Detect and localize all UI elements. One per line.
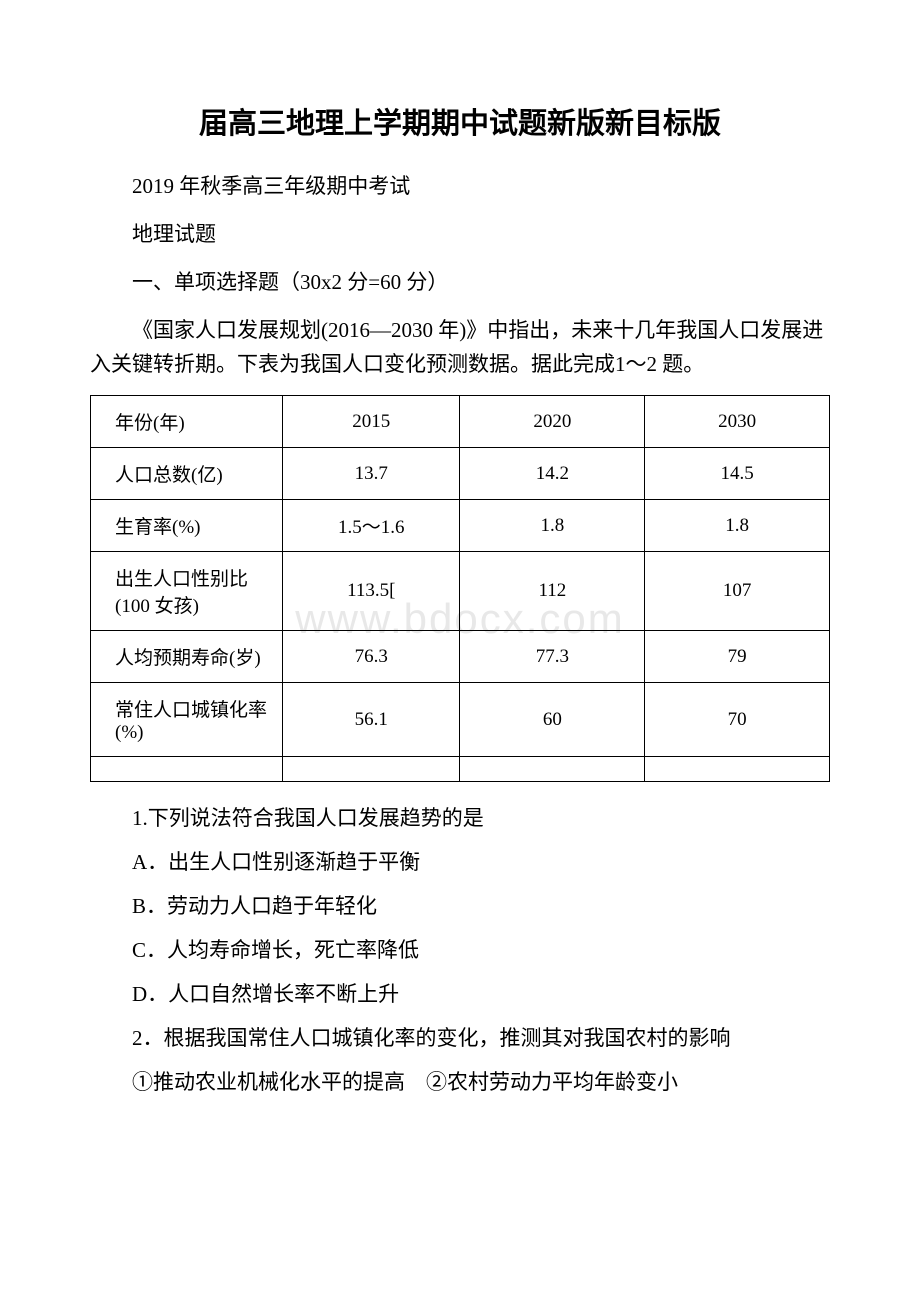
document-title: 届高三地理上学期期中试题新版新目标版: [90, 100, 830, 142]
table-cell: [460, 757, 645, 782]
page-content: 届高三地理上学期期中试题新版新目标版 2019 年秋季高三年级期中考试 地理试题…: [90, 100, 830, 1096]
question-2-stem: 2．根据我国常住人口城镇化率的变化，推测其对我国农村的影响: [90, 1022, 830, 1052]
exam-subtitle: 2019 年秋季高三年级期中考试: [90, 170, 830, 200]
population-data-table: 年份(年) 2015 2020 2030 人口总数(亿) 13.7 14.2 1…: [90, 395, 830, 782]
table-cell: 常住人口城镇化率(%): [91, 683, 283, 757]
table-row: 人均预期寿命(岁) 76.3 77.3 79: [91, 631, 830, 683]
table-cell: 人均预期寿命(岁): [91, 631, 283, 683]
table-cell: 1.8: [460, 500, 645, 552]
table-cell: 出生人口性别比(100 女孩): [91, 552, 283, 631]
table-cell: 13.7: [283, 448, 460, 500]
table-cell: [645, 757, 830, 782]
table-row: 常住人口城镇化率(%) 56.1 60 70: [91, 683, 830, 757]
table-row: 出生人口性别比(100 女孩) 113.5[ 112 107: [91, 552, 830, 631]
table-cell: 14.2: [460, 448, 645, 500]
table-cell: 60: [460, 683, 645, 757]
intro-paragraph: 《国家人口发展规划(2016—2030 年)》中指出，未来十几年我国人口发展进入…: [90, 314, 830, 381]
question-1-option-a: A．出生人口性别逐渐趋于平衡: [90, 846, 830, 876]
question-1-option-b: B．劳动力人口趋于年轻化: [90, 890, 830, 920]
table-cell: 79: [645, 631, 830, 683]
table-cell: 生育率(%): [91, 500, 283, 552]
table-cell: 2015: [283, 396, 460, 448]
table-cell: 76.3: [283, 631, 460, 683]
table-cell: 107: [645, 552, 830, 631]
table-cell: 113.5[: [283, 552, 460, 631]
table-row-empty: [91, 757, 830, 782]
table-row: 人口总数(亿) 13.7 14.2 14.5: [91, 448, 830, 500]
table-cell: 14.5: [645, 448, 830, 500]
table-cell: 70: [645, 683, 830, 757]
table-cell: 56.1: [283, 683, 460, 757]
question-1-option-d: D．人口自然增长率不断上升: [90, 978, 830, 1008]
question-1-option-c: C．人均寿命增长，死亡率降低: [90, 934, 830, 964]
subject-label: 地理试题: [90, 218, 830, 248]
section-heading: 一、单项选择题（30x2 分=60 分）: [90, 266, 830, 296]
table-row: 生育率(%) 1.5～1.6 1.8 1.8: [91, 500, 830, 552]
table-cell: 2020: [460, 396, 645, 448]
table-cell: [91, 757, 283, 782]
table-cell: [283, 757, 460, 782]
question-2-suboptions: ①推动农业机械化水平的提高 ②农村劳动力平均年龄变小: [90, 1066, 830, 1096]
table-cell: 1.5～1.6: [283, 500, 460, 552]
table-cell: 2030: [645, 396, 830, 448]
table-cell: 112: [460, 552, 645, 631]
table-row: 年份(年) 2015 2020 2030: [91, 396, 830, 448]
table-cell: 1.8: [645, 500, 830, 552]
question-1-stem: 1.下列说法符合我国人口发展趋势的是: [90, 802, 830, 832]
table-cell: 77.3: [460, 631, 645, 683]
table-cell: 人口总数(亿): [91, 448, 283, 500]
table-cell: 年份(年): [91, 396, 283, 448]
